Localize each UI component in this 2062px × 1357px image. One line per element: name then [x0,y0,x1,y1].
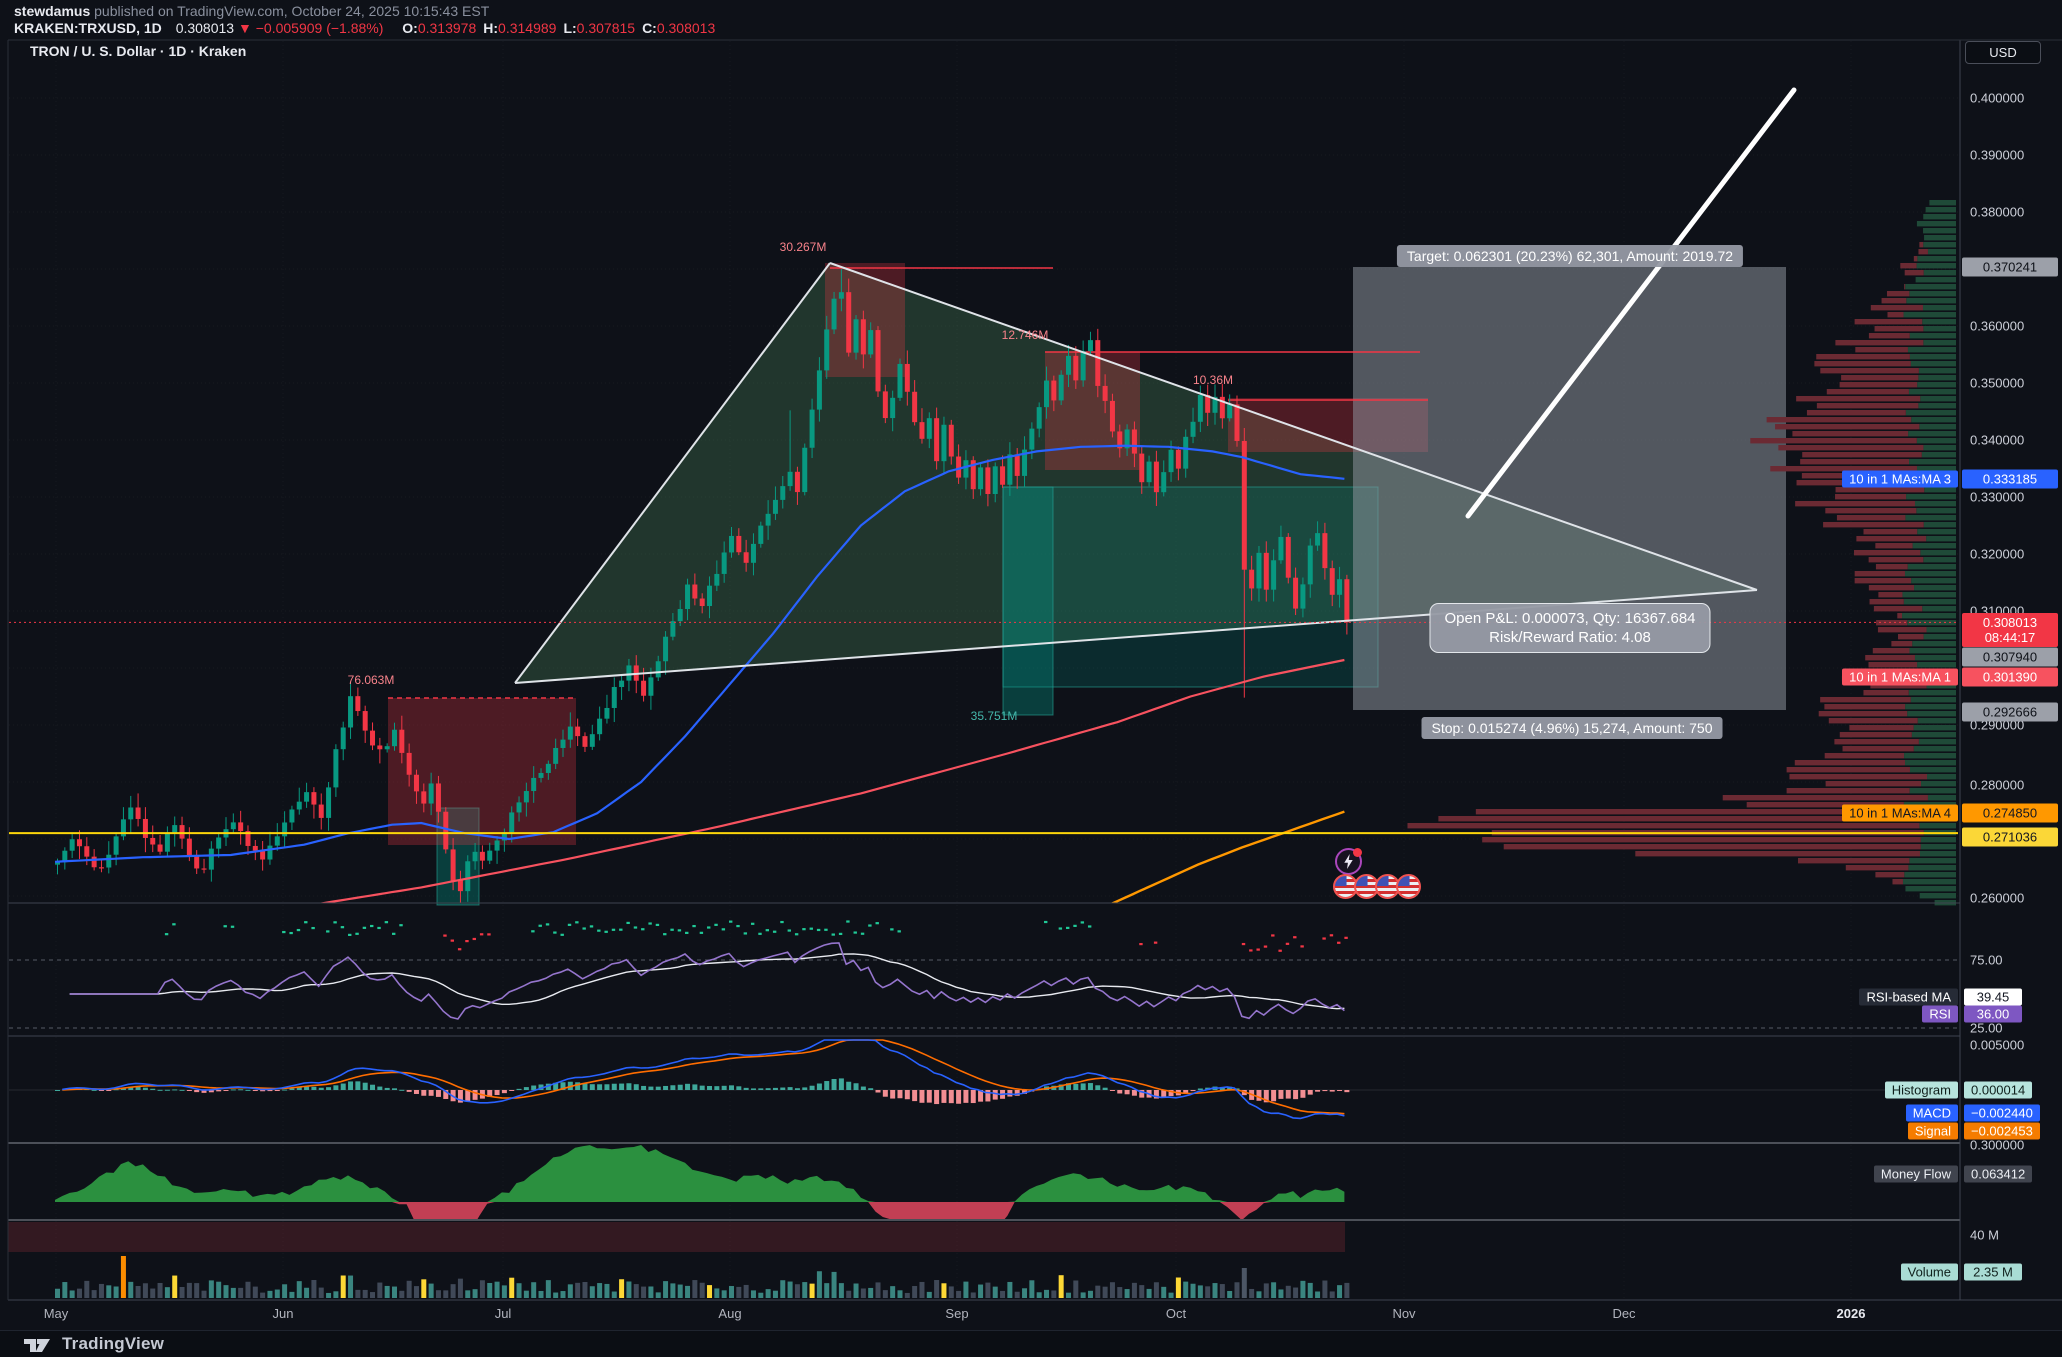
macd-line [62,1039,1345,1120]
author-name: stewdamus [14,3,91,19]
time-axis-label[interactable]: Aug [718,1306,742,1321]
open-pnl-line: Open P&L: 0.000073, Qty: 16367.684 [1444,610,1696,627]
time-axis-label[interactable]: Nov [1392,1306,1416,1321]
ma3-blue-line [54,444,1345,863]
time-axis-label[interactable]: Jul [494,1306,512,1321]
currency-toggle-button[interactable]: USD [1965,41,2041,64]
rsi-signal-dots [164,920,1348,952]
symbol-header: KRAKEN:TRXUSD, 1D 0.308013 ▼ −0.005909 (… [14,20,715,36]
ohlc-value: 0.307815 [576,20,636,36]
stop-drag-label[interactable]: Stop: 0.015274 (4.96%) 15,274, Amount: 7… [1421,717,1723,739]
time-axis-label[interactable]: Oct [1165,1306,1187,1321]
projection-arrow-line [1465,87,1797,519]
time-axis-label[interactable]: Sep [945,1306,969,1321]
ma1-red-line [317,658,1345,903]
rsi-pane [9,942,1958,1029]
time-axis-label[interactable]: 2026 [1836,1306,1866,1321]
events-lightning-icon[interactable] [1335,848,1362,875]
ohlc-label: O: [402,20,418,36]
triangle-edge [514,262,831,684]
ohlc-value: 0.308013 [656,20,716,36]
ma-lines [54,444,1345,903]
ohlc-values: O:0.313978 H:0.314989 L:0.307815 C:0.308013 [395,20,715,36]
footer-bar: TradingView [0,1330,2062,1357]
ohlc-label: H: [483,20,499,36]
frame [7,39,2062,1301]
tradingview-brand[interactable]: TradingView [62,1334,165,1353]
macd-signal-line [62,1039,1345,1115]
time-axis-label[interactable]: May [43,1306,69,1321]
publish-header: stewdamus published on TradingView.com, … [14,3,489,19]
open-pnl-tooltip[interactable]: Open P&L: 0.000073, Qty: 16367.684 Risk/… [1429,603,1711,653]
rsi-ma-line [69,953,1345,1010]
symbol-name[interactable]: KRAKEN:TRXUSD, 1D [14,20,162,36]
down-arrow-icon: ▼ [237,20,252,36]
money-flow-pane [55,1145,1345,1219]
triangle-edge [829,262,1758,591]
ohlc-value: 0.314989 [498,20,557,36]
time-axis-label[interactable]: Dec [1612,1306,1636,1321]
chart-title: TRON / U. S. Dollar · 1D · Kraken [30,43,247,59]
lightning-bolt-glyph [1344,854,1353,869]
us-event-flag-icon[interactable] [1396,874,1421,899]
target-drag-label[interactable]: Target: 0.062301 (20.23%) 62,301, Amount… [1396,245,1744,267]
candles [55,269,1350,903]
tradingview-logo-icon[interactable] [20,1331,54,1357]
ma4-orange-line [1110,810,1345,903]
volume-zone-band [8,1222,1345,1252]
notification-dot [1353,848,1362,857]
price-change: −0.005909 (−1.88%) [255,20,384,36]
publish-info: published on TradingView.com, October 24… [90,3,490,19]
ohlc-value: 0.313978 [417,20,477,36]
risk-reward-line: Risk/Reward Ratio: 4.08 [1489,629,1651,646]
macd-pane [9,1039,1958,1120]
ohlc-label: L: [563,20,577,36]
demand-zone-box [1002,486,1379,688]
money-flow-positive-area [55,1145,1345,1202]
demand-zone-box [1002,486,1054,716]
ohlc-label: C: [642,20,657,36]
supply-zone-box [1045,352,1140,470]
drawings [388,263,1786,906]
volume-pane [55,1256,1350,1298]
supply-zone-box [388,698,576,845]
rsi-line [69,942,1345,1020]
time-axis-label[interactable]: Jun [272,1306,294,1321]
last-price: 0.308013 [175,20,235,36]
